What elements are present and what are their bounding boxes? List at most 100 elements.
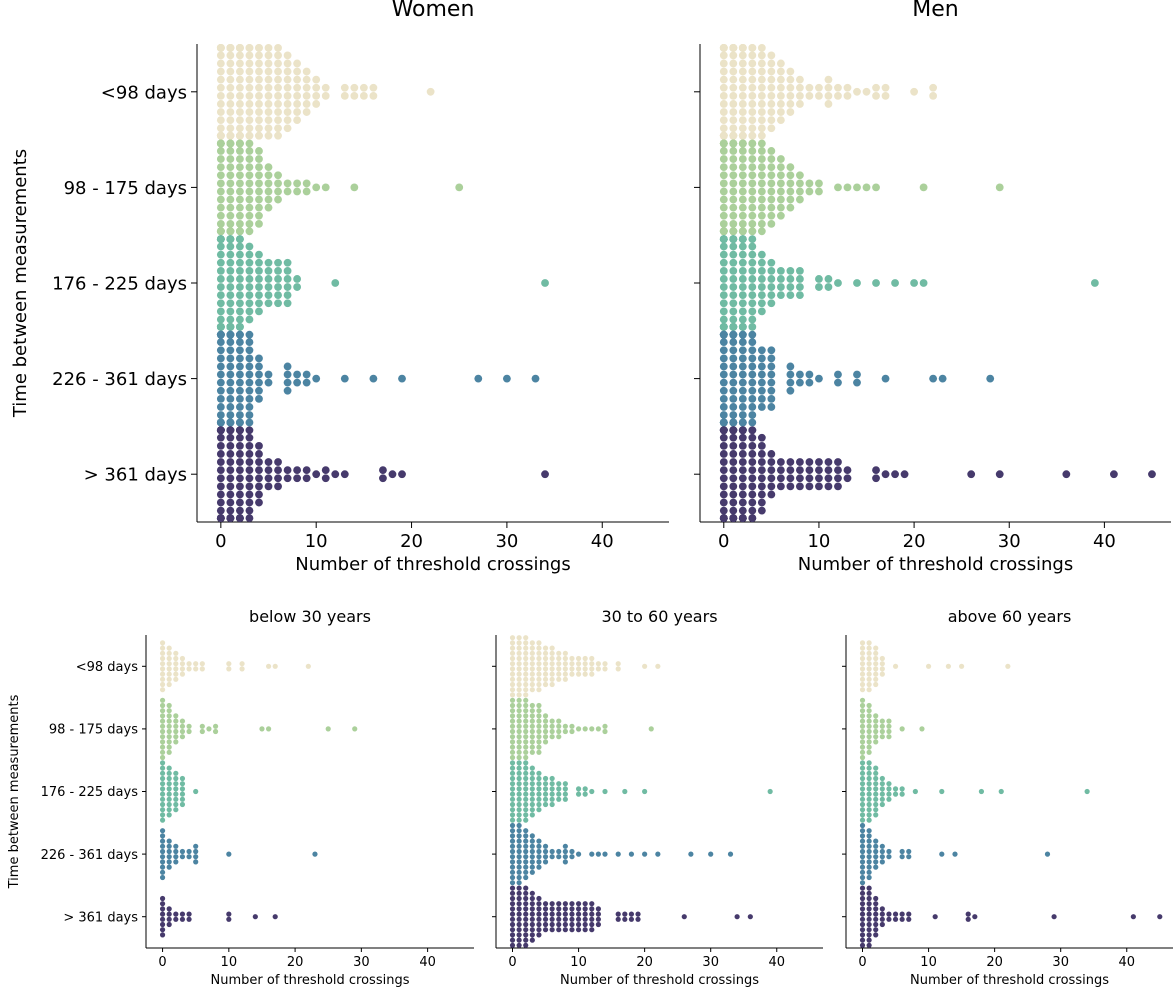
data-point <box>193 854 199 860</box>
data-point <box>748 235 757 244</box>
data-point <box>767 219 776 228</box>
data-point <box>312 75 321 84</box>
data-point <box>748 219 757 228</box>
data-point <box>274 258 282 267</box>
data-point <box>239 666 245 672</box>
data-point <box>159 728 166 735</box>
data-point <box>542 854 549 860</box>
data-point <box>542 728 549 735</box>
data-point <box>757 458 766 466</box>
data-point <box>236 258 244 267</box>
data-point <box>575 786 582 792</box>
data-point <box>186 848 192 855</box>
data-point <box>866 801 872 808</box>
data-point <box>166 666 172 672</box>
data-point <box>523 937 529 943</box>
data-point <box>321 91 330 100</box>
data-point <box>834 466 842 475</box>
data-point <box>236 219 244 228</box>
y-tick-label: 226 - 361 days <box>41 848 139 863</box>
data-point <box>529 916 535 922</box>
y-tick-label: <98 days <box>101 82 187 103</box>
data-point <box>786 266 795 275</box>
data-point <box>245 219 254 228</box>
data-point <box>575 911 582 917</box>
data-point <box>738 131 747 140</box>
data-point <box>965 911 971 917</box>
data-point <box>757 466 766 475</box>
data-point <box>245 108 254 116</box>
data-point <box>159 775 166 782</box>
data-point <box>283 386 292 395</box>
data-point <box>516 791 522 797</box>
data-point <box>529 937 535 943</box>
data-point <box>767 155 776 163</box>
data-point <box>873 921 879 928</box>
data-point <box>264 299 273 308</box>
data-point <box>859 916 866 922</box>
data-point <box>738 506 747 515</box>
data-point <box>236 403 244 411</box>
data-point <box>216 283 225 291</box>
data-point <box>193 843 199 849</box>
data-point <box>236 482 244 491</box>
data-point <box>516 833 522 839</box>
data-point <box>767 490 776 499</box>
data-point <box>340 470 349 479</box>
data-point <box>283 283 292 291</box>
data-point <box>509 713 516 719</box>
data-point <box>748 227 757 236</box>
data-point <box>321 466 330 475</box>
data-point <box>786 75 795 84</box>
data-point <box>729 514 738 522</box>
data-point <box>255 124 263 133</box>
data-point <box>729 323 738 331</box>
data-point <box>582 671 588 677</box>
data-point <box>226 266 235 275</box>
data-point <box>729 426 738 435</box>
data-point <box>748 171 757 180</box>
data-point <box>509 927 516 933</box>
data-point <box>549 661 555 667</box>
data-point <box>549 650 555 656</box>
data-point <box>719 283 728 291</box>
data-point <box>283 51 292 60</box>
data-point <box>245 338 254 347</box>
data-point <box>719 227 728 236</box>
data-point <box>738 139 747 148</box>
data-point <box>642 788 648 795</box>
data-point <box>516 661 522 667</box>
data-point <box>236 203 244 212</box>
data-point <box>166 765 172 771</box>
data-point <box>509 718 516 724</box>
data-point <box>866 937 872 943</box>
data-point <box>796 458 804 466</box>
data-point <box>340 83 349 92</box>
data-point <box>562 666 568 672</box>
data-point <box>236 426 244 435</box>
data-point <box>536 650 542 656</box>
data-point <box>312 851 318 857</box>
data-point <box>529 895 535 902</box>
data-point <box>776 195 785 204</box>
data-point <box>159 723 166 729</box>
data-point <box>866 890 872 896</box>
data-point <box>536 921 542 928</box>
series-4 <box>216 330 540 427</box>
data-point <box>939 851 945 857</box>
data-point <box>815 466 823 475</box>
data-point <box>978 788 985 795</box>
data-point <box>293 108 302 116</box>
data-point <box>536 640 542 646</box>
data-point <box>216 124 225 133</box>
y-tick-label: <98 days <box>76 660 138 675</box>
data-point <box>509 781 516 787</box>
data-point <box>529 786 535 792</box>
data-point <box>529 650 535 656</box>
data-point <box>549 775 555 782</box>
data-point <box>159 640 166 646</box>
data-point <box>509 749 516 755</box>
data-point <box>1062 470 1071 479</box>
data-point <box>748 418 757 427</box>
data-point <box>516 687 522 693</box>
